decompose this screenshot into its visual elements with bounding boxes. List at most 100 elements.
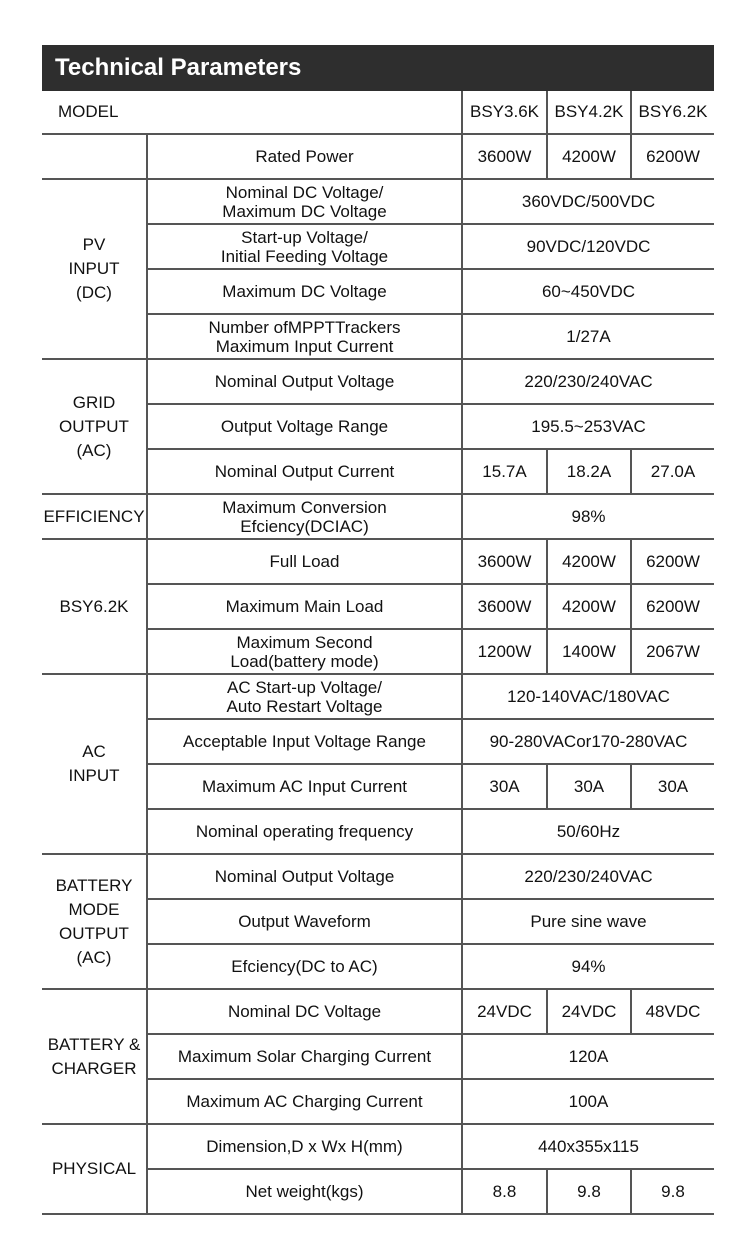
spec-row: Maximum DC Voltage 60~450VDC <box>42 268 714 315</box>
spec-row: Nominal operating frequency 50/60Hz <box>42 808 714 855</box>
parameter-label: Output Voltage Range <box>147 403 463 450</box>
spec-row: Maximum Solar Charging Current 120A <box>42 1033 714 1080</box>
parameter-label: Number ofMPPTTrackers Maximum Input Curre… <box>147 313 463 360</box>
parameter-value: 3600W <box>461 538 548 585</box>
spec-row: PHYSICAL Dimension,D x Wx H(mm) 440x355x11… <box>42 1123 714 1215</box>
spec-row: PV INPUT (DC) Nominal DC Voltage/Maximum DC… <box>42 178 714 360</box>
parameter-value: 15.7A <box>461 448 548 495</box>
parameter-value: 1200W <box>461 628 548 675</box>
parameter-value: 360VDC/500VDC <box>461 178 714 225</box>
parameter-label: Start-up Voltage/Initial Feeding Voltage <box>147 223 463 270</box>
spec-row: Net weight(kgs) 8.8 9.8 9.8 <box>42 1168 714 1215</box>
category-label: EFFICIENCY <box>42 493 148 540</box>
parameter-value: 50/60Hz <box>461 808 714 855</box>
spec-row: Nominal Output Current 15.7A 18.2A 27.0A <box>42 448 714 495</box>
spec-row: BATTERY & CHARGER Nominal DC Voltage 24VDC 2… <box>42 988 714 1125</box>
parameter-value: 1/27A <box>461 313 714 360</box>
spec-row: Maximum Main Load 3600W 4200W 6200W <box>42 583 714 630</box>
parameter-value: 120A <box>461 1033 714 1080</box>
parameter-value: 9.8 <box>630 1168 714 1215</box>
parameter-value: 1400W <box>546 628 632 675</box>
parameter-value: 48VDC <box>630 988 714 1035</box>
parameter-value: 440x355x115 <box>461 1123 714 1170</box>
spec-row: Maximum AC Charging Current 100A <box>42 1078 714 1125</box>
parameter-value: 220/230/240VAC <box>461 358 714 405</box>
parameter-label: Maximum Second Load(battery mode) <box>147 628 463 675</box>
spec-row: BATTERY MODE OUTPUT (AC) Nominal Output Volt… <box>42 853 714 990</box>
parameter-value: 3600W <box>461 583 548 630</box>
spec-row: Maximum AC Input Current 30A 30A 30A <box>42 763 714 810</box>
parameter-value: 18.2A <box>546 448 632 495</box>
parameter-value: 4200W <box>546 538 632 585</box>
parameter-label: Maximum Main Load <box>147 583 463 630</box>
parameter-label: Maximum AC Input Current <box>147 763 463 810</box>
parameter-value: 2067W <box>630 628 714 675</box>
parameter-value: 3600W <box>461 133 548 180</box>
category-label: PV INPUT (DC) <box>42 178 148 360</box>
parameter-value: 30A <box>630 763 714 810</box>
parameter-label: Nominal Output Voltage <box>146 358 463 405</box>
parameter-value: 24VDC <box>461 988 548 1035</box>
parameter-value: 90VDC/120VDC <box>461 223 714 270</box>
parameter-value: 220/230/240VAC <box>461 853 714 900</box>
parameter-value: 94% <box>461 943 714 990</box>
parameter-label: Maximum DC Voltage <box>147 268 463 315</box>
parameter-label: Maximum Conversion Efciency(DCIAC) <box>146 493 463 540</box>
parameter-label: Acceptable Input Voltage Range <box>147 718 463 765</box>
parameter-value: 4200W <box>546 133 632 180</box>
parameter-value: 90-280VACor170-280VAC <box>461 718 714 765</box>
parameter-value: 120-140VAC/180VAC <box>461 673 714 720</box>
spec-row: Start-up Voltage/Initial Feeding Voltage… <box>42 223 714 270</box>
parameter-value: 60~450VDC <box>461 268 714 315</box>
parameter-label: Net weight(kgs) <box>147 1168 463 1215</box>
parameter-label: Nominal DC Voltage <box>146 988 463 1035</box>
category-label: BATTERY MODE OUTPUT (AC) <box>42 853 148 990</box>
spec-row: Efciency(DC to AC) 94% <box>42 943 714 990</box>
parameter-label: Maximum AC Charging Current <box>147 1078 463 1125</box>
spec-row: EFFICIENCY Maximum Conversion Efciency(DCI… <box>42 493 714 540</box>
parameter-label: Efciency(DC to AC) <box>147 943 463 990</box>
parameter-value: 100A <box>461 1078 714 1125</box>
spec-row: Output Voltage Range 195.5~253VAC <box>42 403 714 450</box>
parameter-value: 6200W <box>630 583 714 630</box>
spec-row: GRID OUTPUT (AC) Nominal Output Voltage 220/… <box>42 358 714 495</box>
parameter-value: 27.0A <box>630 448 714 495</box>
parameter-value: 30A <box>461 763 548 810</box>
parameter-value: 4200W <box>546 583 632 630</box>
spec-table: MODEL BSY3.6K BSY4.2K BSY6.2K Rated Powe… <box>42 91 714 1215</box>
parameter-value: 30A <box>546 763 632 810</box>
parameter-label: AC Start-up Voltage/Auto Restart Voltage <box>146 673 463 720</box>
parameter-label: Full Load <box>146 538 463 585</box>
parameter-value: 8.8 <box>461 1168 548 1215</box>
model-row: MODEL BSY3.6K BSY4.2K BSY6.2K <box>42 91 714 135</box>
spec-row: Output Waveform Pure sine wave <box>42 898 714 945</box>
parameter-label: Maximum Solar Charging Current <box>147 1033 463 1080</box>
category-label: BATTERY & CHARGER <box>42 988 148 1125</box>
parameter-label: Output Waveform <box>147 898 463 945</box>
category-label: BSY6.2K <box>42 538 148 675</box>
model-name: BSY6.2K <box>630 91 714 135</box>
parameter-label: Nominal DC Voltage/Maximum DC Voltage <box>146 178 463 225</box>
parameter-value: 24VDC <box>546 988 632 1035</box>
model-name: BSY3.6K <box>461 91 548 135</box>
spec-row: Number ofMPPTTrackers Maximum Input Curre… <box>42 313 714 360</box>
category-label <box>42 133 148 180</box>
parameter-label: Dimension,D x Wx H(mm) <box>146 1123 463 1170</box>
spec-row: AC INPUT AC Start-up Voltage/Auto Restart … <box>42 673 714 855</box>
category-label: PHYSICAL <box>42 1123 148 1215</box>
model-name: BSY4.2K <box>546 91 632 135</box>
parameter-value: 9.8 <box>546 1168 632 1215</box>
category-label: AC INPUT <box>42 673 148 855</box>
parameter-label: Nominal operating frequency <box>147 808 463 855</box>
parameter-label: Nominal Output Current <box>147 448 463 495</box>
parameter-label: Rated Power <box>146 133 463 180</box>
spec-row: Acceptable Input Voltage Range 90-280VACo… <box>42 718 714 765</box>
section-title: Technical Parameters <box>42 45 714 91</box>
spec-row: Maximum Second Load(battery mode) 1200W 140… <box>42 628 714 675</box>
parameter-value: 98% <box>461 493 714 540</box>
parameter-label: Nominal Output Voltage <box>146 853 463 900</box>
category-label: GRID OUTPUT (AC) <box>42 358 148 495</box>
model-label: MODEL <box>42 91 463 135</box>
parameter-value: 6200W <box>630 538 714 585</box>
spec-row: BSY6.2K Full Load 3600W 4200W 6200W <box>42 538 714 675</box>
